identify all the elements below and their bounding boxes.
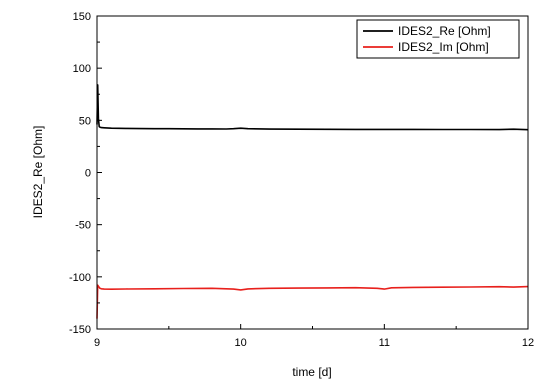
y-tick-label: -100: [69, 272, 91, 284]
series-line-re: [96, 84, 529, 131]
x-tick-label: 9: [94, 337, 100, 349]
x-axis-label: time [d]: [292, 365, 331, 379]
series-line-im: [96, 284, 529, 319]
y-axis-label: IDES2_Re [Ohm]: [31, 126, 45, 219]
legend-label-im: IDES2_Im [Ohm]: [398, 40, 489, 54]
y-tick-label: 0: [85, 168, 91, 180]
x-tick-label: 12: [522, 337, 534, 349]
y-tick-label: 150: [73, 11, 91, 23]
plot-frame: [96, 15, 529, 330]
y-tick-label: -50: [75, 220, 91, 232]
y-tick-label: 100: [73, 63, 91, 75]
x-tick-label: 11: [379, 337, 390, 349]
series-layer: [96, 84, 529, 319]
legend: IDES2_Re [Ohm] IDES2_Im [Ohm]: [356, 19, 520, 59]
y-tick-label: 50: [79, 115, 91, 127]
legend-label-re: IDES2_Re [Ohm]: [398, 24, 491, 38]
legend-box: [356, 19, 520, 59]
x-tick-label: 10: [235, 337, 247, 349]
y-tick-label: -150: [69, 324, 91, 336]
